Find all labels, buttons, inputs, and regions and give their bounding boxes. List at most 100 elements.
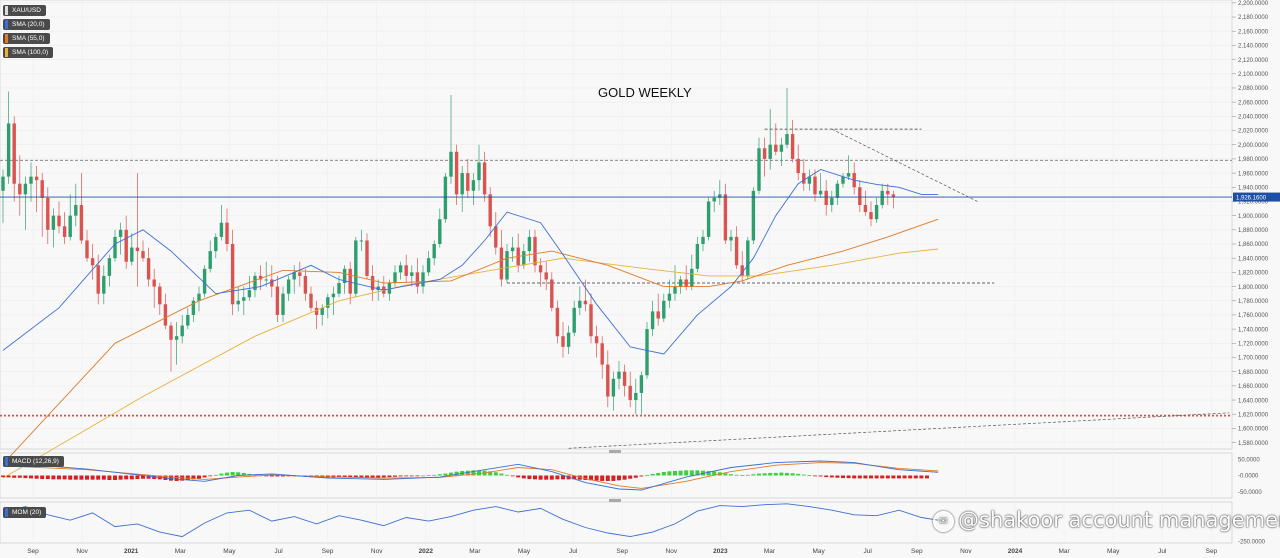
macd-histogram-bar [813, 475, 817, 477]
macd-histogram-bar [51, 475, 56, 480]
macd-histogram-bar [96, 475, 101, 480]
macd-histogram-bar [925, 475, 929, 479]
candle [18, 183, 22, 195]
macd-histogram-bar [169, 475, 173, 481]
macd-histogram-bar [6, 475, 11, 478]
candle [510, 247, 515, 252]
macd-histogram-bar [600, 475, 605, 481]
macd-histogram-bar [572, 475, 577, 480]
candle [253, 275, 257, 291]
candle [359, 240, 364, 242]
candle [270, 279, 274, 287]
candle [303, 275, 308, 294]
macd-histogram-bar [129, 475, 134, 480]
macd-histogram-bar [661, 471, 666, 476]
legend-label: MOM (20) [12, 509, 42, 516]
macd-histogram-bar [807, 475, 812, 476]
candle [96, 265, 100, 294]
macd-histogram-bar [818, 475, 823, 477]
time-tick-label: Sep [1206, 548, 1218, 555]
macd-histogram-bar [583, 475, 588, 480]
candle [891, 194, 896, 198]
legend-swatch [5, 457, 8, 466]
candle [68, 215, 72, 237]
macd-histogram-bar [113, 475, 117, 480]
candle [242, 297, 246, 301]
candle [29, 176, 33, 184]
macd-histogram-bar [449, 472, 453, 476]
macd-histogram-bar [152, 475, 157, 480]
price-tick-label: 2,200.0000 [1238, 1, 1269, 7]
macd-histogram-bar [891, 475, 896, 479]
macd-histogram-bar [768, 472, 773, 476]
legend-xauusd[interactable]: XAU/USD [3, 5, 46, 16]
candle [488, 194, 492, 227]
macd-histogram-bar [706, 471, 711, 476]
candle [522, 251, 526, 266]
macd-histogram-bar [897, 475, 901, 479]
macd-histogram-bar [107, 475, 112, 480]
macd-histogram-bar [555, 475, 560, 480]
candle [415, 272, 420, 287]
macd-histogram-bar [863, 475, 868, 479]
candle [499, 247, 504, 280]
candle [471, 180, 476, 191]
price-tick-label: 2,000.0000 [1238, 143, 1269, 149]
macd-histogram-bar [902, 475, 907, 479]
legend-macd[interactable]: MACD (12,26,9) [3, 456, 64, 467]
candle [578, 300, 582, 308]
candle [62, 226, 67, 237]
time-tick-label: 2021 [124, 548, 139, 555]
macd-histogram-bar [421, 475, 425, 477]
legend-mom[interactable]: MOM (20) [3, 507, 47, 518]
candle [762, 148, 767, 159]
candle [281, 293, 285, 315]
macd-histogram-bar [353, 475, 358, 478]
legend-sma20[interactable]: SMA (20,0) [3, 19, 50, 30]
time-tick-label: Mar [469, 548, 481, 555]
candle [113, 236, 117, 259]
candle [454, 151, 459, 195]
macd-tick-label: -50.0000 [1238, 490, 1262, 496]
candle [818, 190, 823, 195]
candle [466, 173, 470, 191]
macd-histogram-bar [589, 475, 593, 481]
macd-histogram-bar [723, 473, 728, 476]
candle [398, 265, 403, 273]
macd-histogram-bar [796, 473, 801, 476]
macd-histogram-bar [90, 475, 95, 480]
candle [678, 279, 683, 287]
candle [538, 265, 543, 273]
macd-histogram-bar [510, 475, 515, 477]
macd-histogram-bar [622, 475, 627, 480]
candle [34, 176, 39, 181]
macd-histogram-bar [1, 475, 5, 478]
candle [314, 307, 319, 315]
time-tick-label: Nov [960, 548, 972, 555]
candle [393, 272, 397, 284]
candle [494, 226, 498, 248]
macd-histogram-bar [404, 475, 409, 477]
candle [107, 258, 112, 276]
sma100-line [2, 248, 939, 479]
candle [102, 275, 106, 294]
legend-sma100[interactable]: SMA (100,0) [3, 47, 54, 58]
candle [656, 311, 660, 319]
chat-icon: ✉ [933, 510, 954, 532]
candle [135, 247, 140, 252]
candle [712, 197, 716, 202]
candle [1, 176, 5, 191]
price-tick-label: 1,780.0000 [1238, 299, 1269, 305]
price-tick-label: 2,080.0000 [1238, 86, 1269, 92]
last-price-label: 1,926.1600 [1236, 195, 1267, 201]
price-tick-label: 1,680.0000 [1238, 370, 1269, 376]
legend-sma55[interactable]: SMA (55,0) [3, 33, 50, 44]
candle [421, 272, 425, 287]
candle [544, 272, 548, 280]
candle [354, 240, 358, 294]
time-tick-label: Nov [666, 548, 678, 555]
candle [566, 332, 571, 347]
macd-histogram-bar [869, 475, 873, 479]
candle [594, 336, 599, 344]
